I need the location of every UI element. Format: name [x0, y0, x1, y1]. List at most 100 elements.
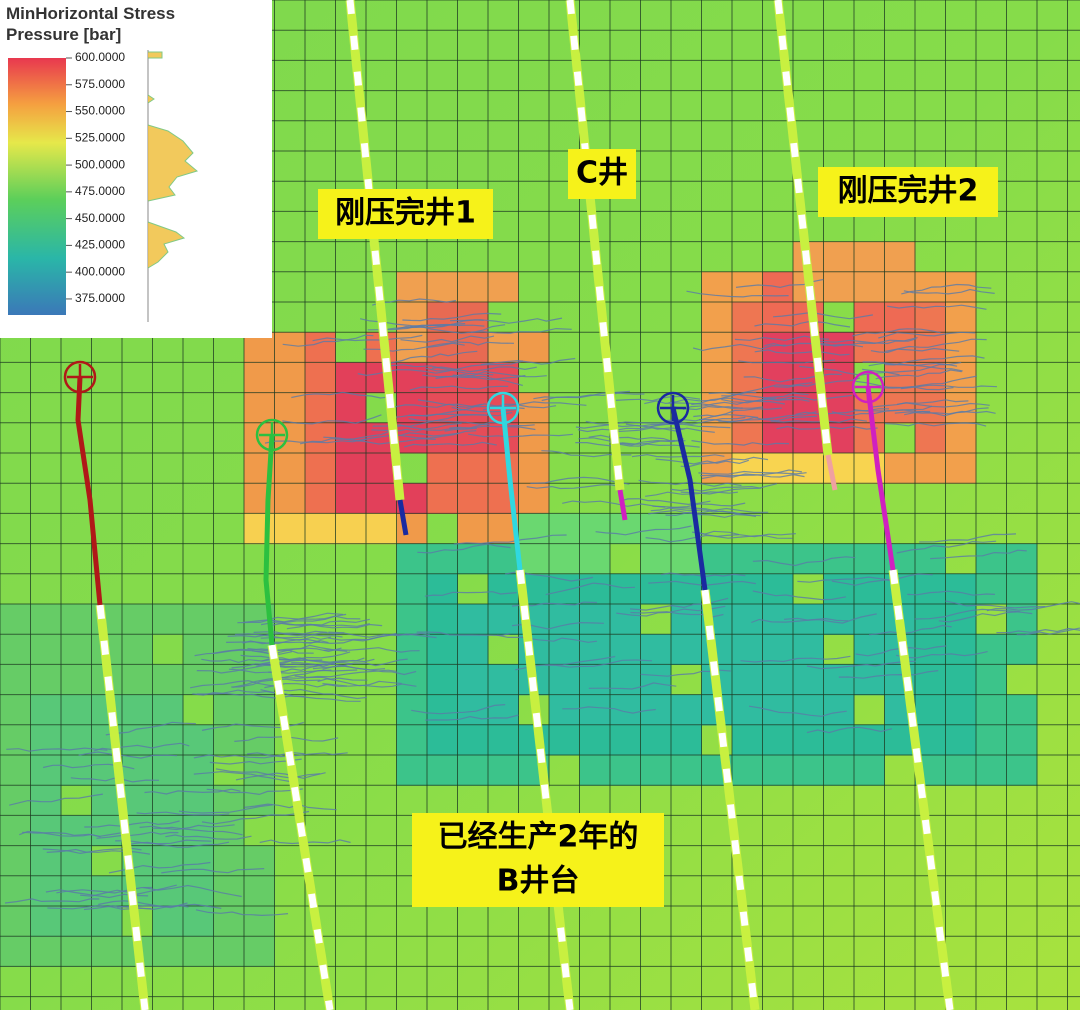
cell: [274, 453, 306, 484]
wells: [63, 0, 955, 1010]
fracture: [904, 407, 989, 417]
cell: [427, 755, 458, 786]
well-heel: [670, 407, 708, 591]
cell: [0, 845, 31, 877]
fracture: [4, 898, 100, 904]
cell: [488, 755, 519, 786]
cell: [305, 483, 336, 514]
fracture: [763, 394, 853, 401]
cell: [488, 332, 519, 363]
cell: [976, 755, 1007, 786]
cell: [610, 694, 641, 726]
cell: [0, 815, 31, 847]
fracture: [625, 423, 731, 429]
cell: [122, 634, 153, 665]
wellhead-cross: [660, 395, 686, 421]
cell: [884, 392, 916, 424]
cell: [732, 724, 763, 756]
cell: [884, 332, 916, 363]
legend-tick-label: 500.0000: [75, 157, 125, 171]
fracture: [878, 375, 978, 389]
cell: [457, 513, 489, 545]
cell: [457, 724, 489, 756]
fracture: [201, 810, 310, 825]
cell: [427, 483, 458, 514]
fracture: [19, 830, 101, 838]
cell: [457, 543, 489, 575]
cell: [945, 453, 977, 484]
cell: [610, 604, 641, 635]
cell: [915, 453, 946, 484]
cell: [244, 906, 275, 937]
fracture: [228, 664, 323, 674]
cell: [976, 694, 1007, 726]
fracture: [773, 311, 873, 320]
cell: [488, 724, 519, 756]
cell: [122, 724, 153, 756]
cell: [549, 664, 580, 696]
cell: [823, 241, 855, 273]
fracture: [425, 360, 524, 372]
fracture: [901, 283, 992, 295]
cell: [30, 875, 62, 907]
fracture: [692, 530, 796, 538]
fracture: [226, 638, 321, 645]
cell: [915, 422, 946, 454]
cell: [640, 694, 672, 726]
fracture: [231, 662, 335, 669]
fracture: [312, 334, 423, 342]
cell: [823, 271, 855, 303]
fracture: [275, 688, 367, 700]
cell: [793, 543, 824, 575]
fracture: [136, 811, 230, 816]
fracture: [235, 772, 326, 781]
cell: [854, 604, 885, 635]
fracture: [945, 600, 1046, 609]
cell: [0, 664, 31, 696]
cell: [335, 392, 367, 424]
cell: [701, 543, 733, 575]
cell: [732, 422, 763, 454]
fracture: [357, 369, 450, 377]
cell: [396, 392, 428, 424]
fracture: [323, 436, 436, 445]
legend-tick-label: 575.0000: [75, 77, 125, 91]
cell: [610, 755, 641, 786]
cell: [305, 513, 336, 545]
cell: [244, 875, 275, 907]
fracture: [242, 639, 329, 645]
fracture: [588, 682, 677, 690]
cell: [152, 694, 184, 726]
fracture: [303, 632, 397, 645]
legend-title: MinHorizontal Stress: [6, 4, 175, 23]
fracture: [870, 399, 969, 408]
cell: [213, 906, 245, 937]
fracture: [666, 414, 759, 422]
cell: [30, 815, 62, 847]
fracture: [682, 397, 777, 410]
cell: [457, 664, 489, 696]
cell: [854, 241, 885, 273]
cell: [854, 724, 885, 756]
fracture: [588, 434, 686, 442]
fracture: [686, 290, 789, 298]
cell: [244, 936, 275, 967]
cell: [457, 755, 489, 786]
cell: [915, 694, 946, 726]
cell: [457, 332, 489, 363]
cell: [579, 755, 611, 786]
fracture: [272, 618, 370, 626]
cell: [152, 724, 184, 756]
cell: [854, 332, 885, 363]
histogram: [147, 51, 199, 269]
fracture: [411, 704, 506, 715]
cell: [427, 664, 458, 696]
cell: [640, 634, 672, 665]
fracture: [83, 902, 188, 911]
fracture: [708, 392, 809, 399]
cell: [1006, 543, 1038, 575]
cell: [183, 724, 214, 756]
fracture: [282, 334, 374, 347]
fracture: [294, 669, 397, 679]
